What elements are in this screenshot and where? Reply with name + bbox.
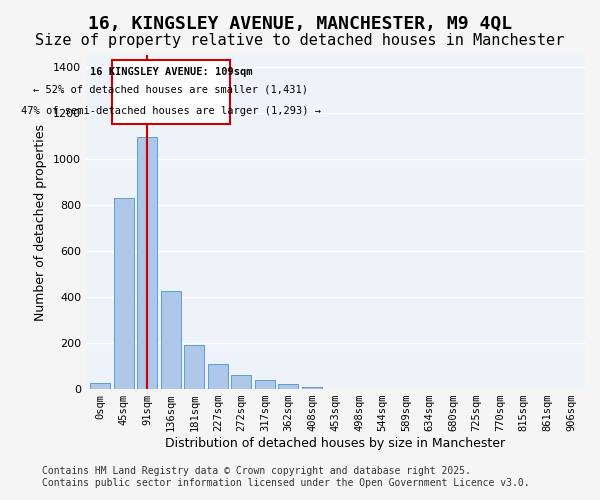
Bar bbox=[278, 384, 298, 389]
Text: Contains HM Land Registry data © Crown copyright and database right 2025.
Contai: Contains HM Land Registry data © Crown c… bbox=[42, 466, 530, 487]
Text: 47% of semi-detached houses are larger (1,293) →: 47% of semi-detached houses are larger (… bbox=[21, 106, 321, 116]
Bar bbox=[184, 346, 205, 389]
Bar bbox=[90, 384, 110, 389]
Bar bbox=[255, 380, 275, 389]
Text: ← 52% of detached houses are smaller (1,431): ← 52% of detached houses are smaller (1,… bbox=[33, 85, 308, 95]
Y-axis label: Number of detached properties: Number of detached properties bbox=[34, 124, 47, 320]
Bar bbox=[302, 387, 322, 389]
X-axis label: Distribution of detached houses by size in Manchester: Distribution of detached houses by size … bbox=[166, 437, 506, 450]
Bar bbox=[137, 137, 157, 389]
FancyBboxPatch shape bbox=[112, 60, 230, 124]
Text: 16, KINGSLEY AVENUE, MANCHESTER, M9 4QL: 16, KINGSLEY AVENUE, MANCHESTER, M9 4QL bbox=[88, 15, 512, 33]
Text: Size of property relative to detached houses in Manchester: Size of property relative to detached ho… bbox=[35, 32, 565, 48]
Text: 16 KINGSLEY AVENUE: 109sqm: 16 KINGSLEY AVENUE: 109sqm bbox=[89, 66, 252, 76]
Bar bbox=[208, 364, 228, 389]
Bar bbox=[232, 375, 251, 389]
Bar bbox=[161, 291, 181, 389]
Bar bbox=[113, 198, 134, 389]
